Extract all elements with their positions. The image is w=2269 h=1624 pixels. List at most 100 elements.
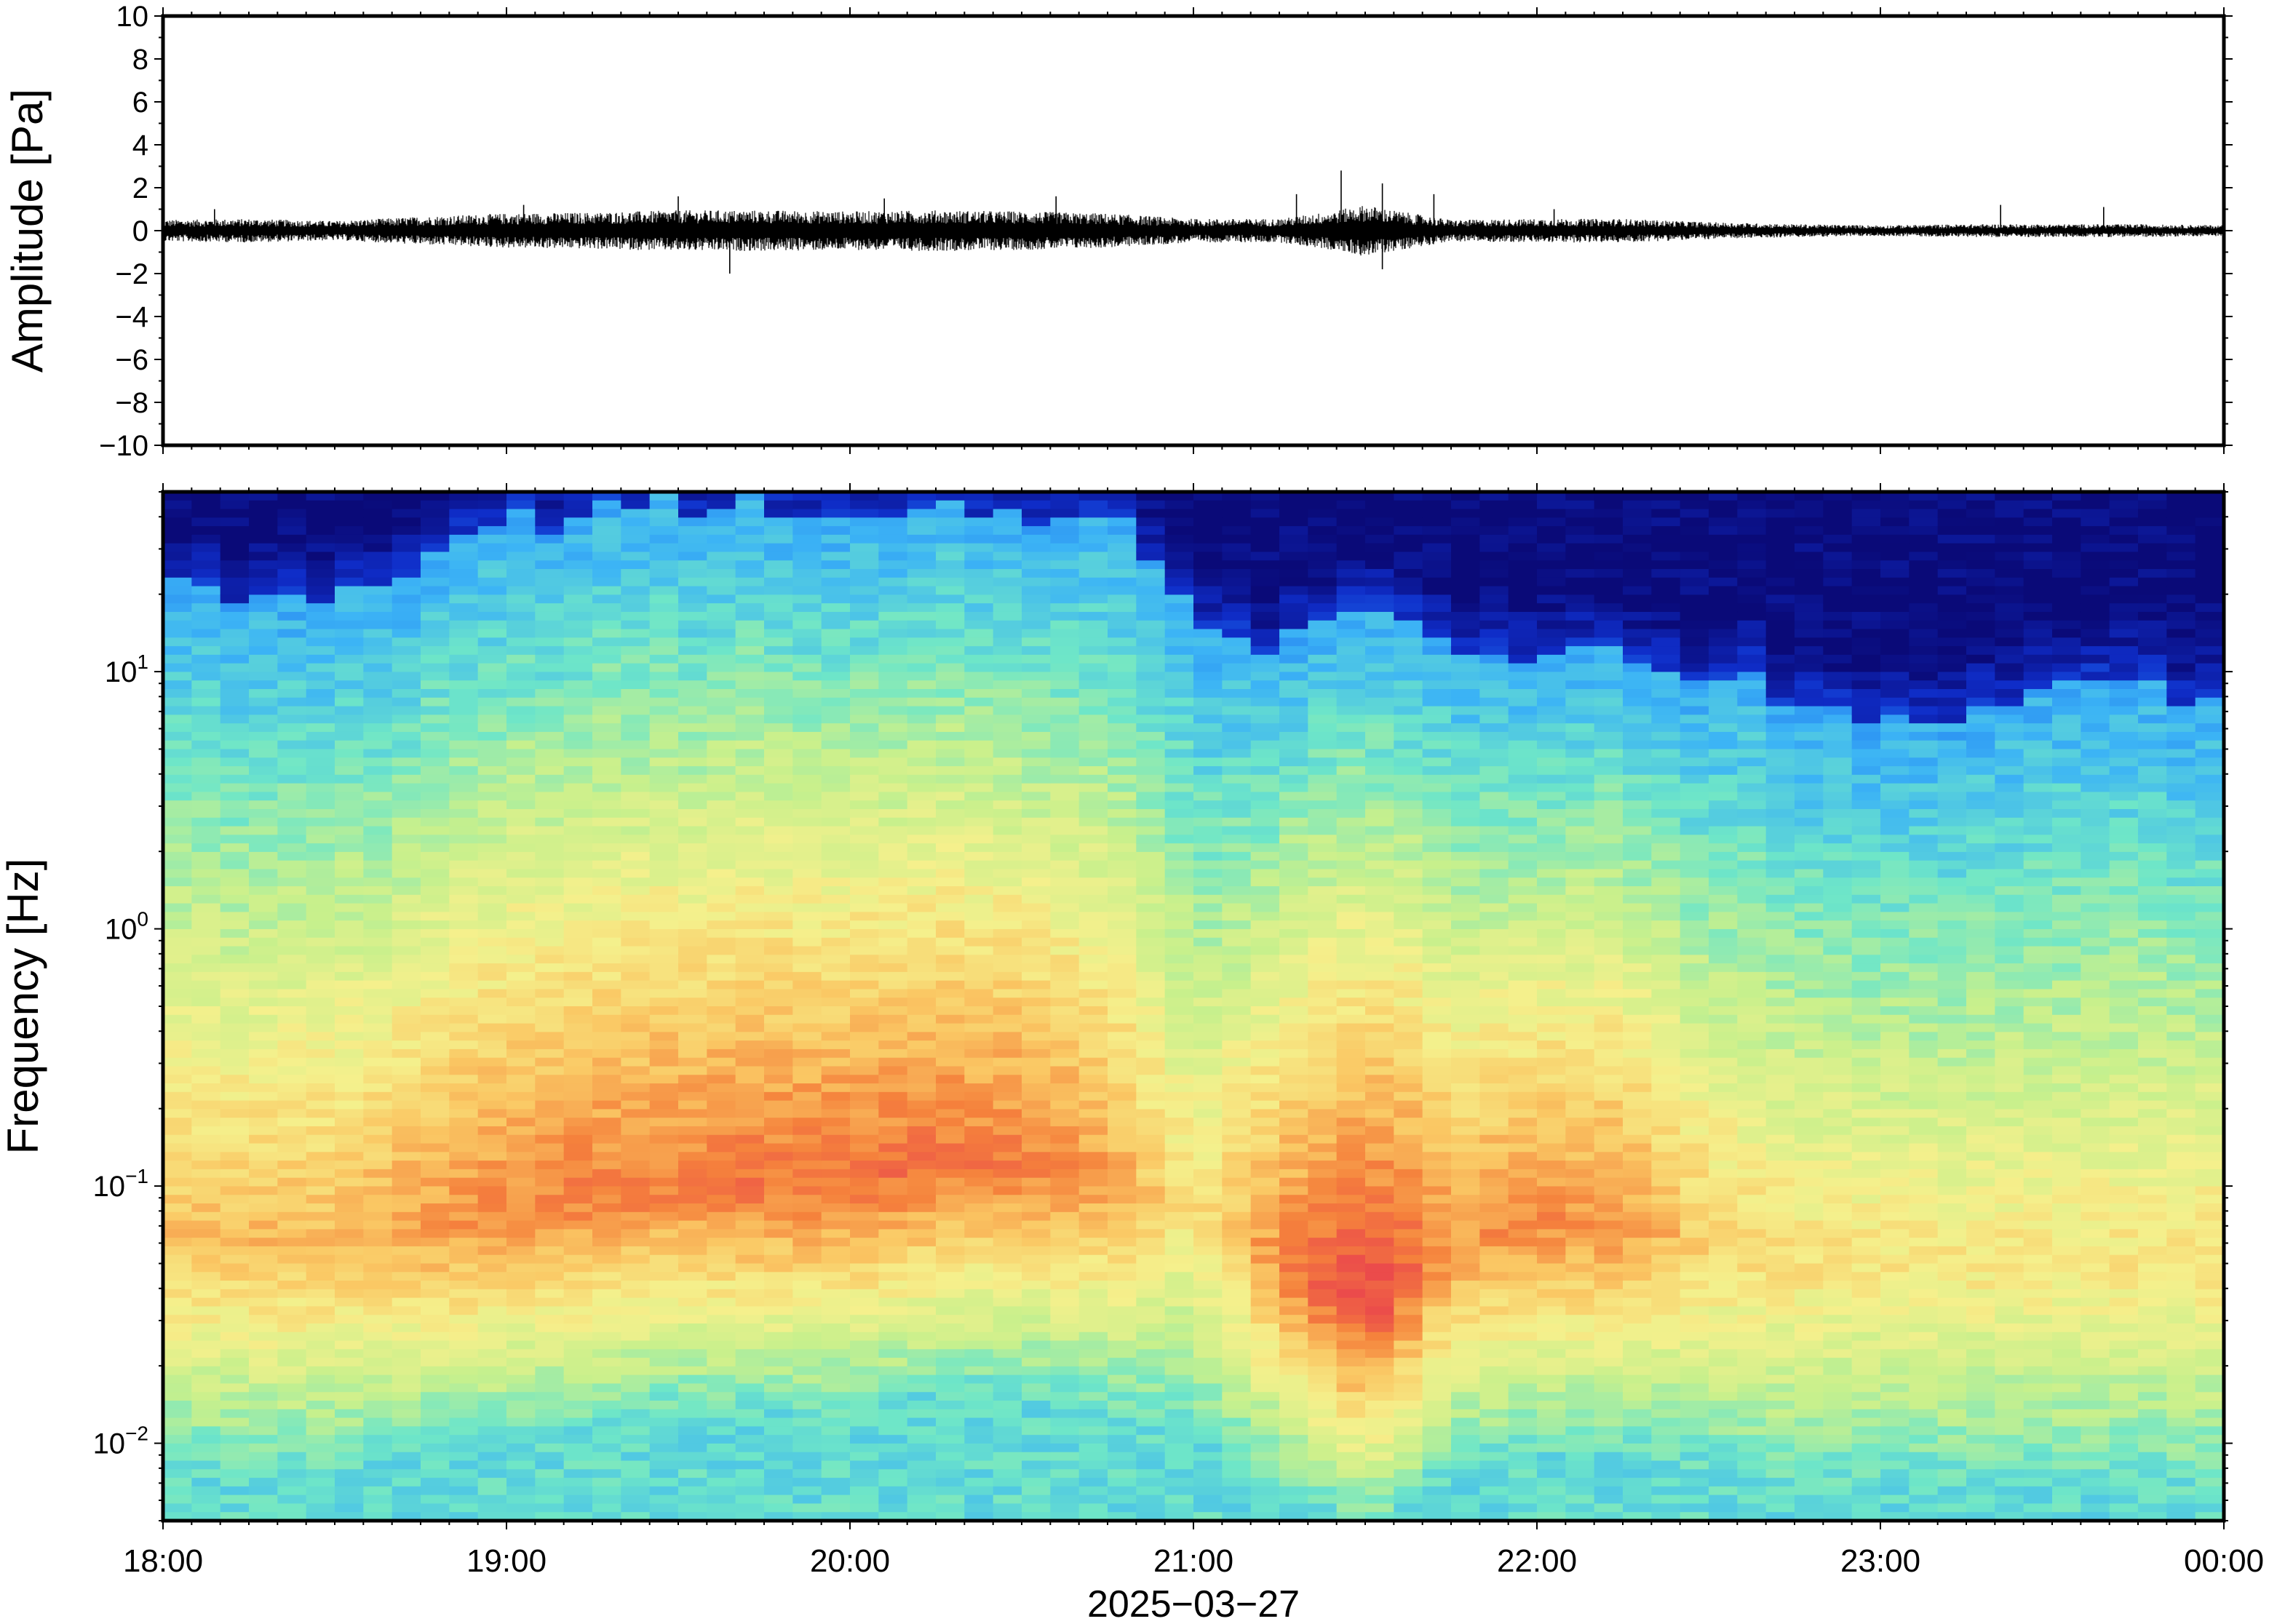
spectrogram-cell	[191, 869, 221, 878]
spectrogram-cell	[621, 715, 651, 724]
spectrogram-cell	[1136, 757, 1166, 767]
spectrogram-cell	[1022, 1289, 1051, 1299]
spectrogram-cell	[1279, 1220, 1308, 1230]
spectrogram-cell	[306, 1315, 335, 1324]
spectrogram-cell	[850, 877, 879, 887]
spectrogram-cell	[878, 1503, 908, 1513]
spectrogram-cell	[535, 1048, 565, 1059]
spectrogram-cell	[792, 1169, 822, 1179]
spectrogram-cell	[907, 1426, 937, 1436]
spectrogram-cell	[993, 792, 1022, 801]
spectrogram-cell	[1050, 1392, 1080, 1401]
spectrogram-cell	[191, 937, 221, 947]
spectrogram-cell	[421, 1066, 450, 1075]
spectrogram-cell	[1108, 697, 1137, 707]
spectrogram-cell	[563, 1374, 593, 1385]
spectrogram-cell	[1050, 1306, 1080, 1315]
spectrogram-cell	[707, 869, 736, 878]
spectrogram-cell	[392, 903, 421, 912]
spectrogram-cell	[936, 654, 965, 664]
spectrogram-cell	[1250, 757, 1280, 767]
spectrogram-cell	[363, 989, 393, 998]
spectrogram-cell	[1078, 646, 1108, 656]
spectrogram-cell	[592, 1512, 621, 1521]
spectrogram-cell	[449, 920, 479, 930]
spectrogram-cell	[707, 1503, 736, 1513]
spectrogram-cell	[1193, 1281, 1223, 1290]
spectrogram-cell	[1050, 1169, 1080, 1179]
spectrogram-cell	[735, 509, 765, 518]
spectrogram-cell	[964, 492, 994, 501]
spectrogram-cell	[1222, 851, 1252, 861]
spectrogram-cell	[563, 552, 593, 561]
spectrogram-cell	[1279, 749, 1308, 758]
spectrogram-cell	[477, 1460, 507, 1470]
spectrogram-cell	[993, 1486, 1022, 1496]
spectrogram-cell	[1222, 903, 1252, 912]
spectrogram-cell	[592, 706, 621, 715]
spectrogram-cell	[1222, 586, 1252, 595]
spectrogram-cell	[506, 1494, 536, 1505]
spectrogram-cell	[936, 1048, 965, 1059]
spectrogram-cell	[1222, 1152, 1252, 1161]
spectrogram-cell	[1250, 663, 1280, 673]
spectrogram-cell	[1164, 1332, 1194, 1342]
spectrogram-cell	[707, 766, 736, 776]
spectrogram-cell	[993, 1254, 1022, 1265]
spectrogram-cell	[678, 1186, 707, 1195]
spectrogram-cell	[1050, 1100, 1080, 1110]
spectrogram-cell	[163, 1006, 192, 1016]
spectrogram-cell	[535, 1177, 565, 1187]
spectrogram-cell	[306, 980, 335, 990]
spectrogram-cell	[850, 937, 879, 947]
spectrogram-cell	[1193, 715, 1223, 724]
spectrogram-cell	[1108, 1281, 1137, 1290]
spectrogram-cell	[449, 817, 479, 827]
spectrogram-cell	[678, 1229, 707, 1238]
spectrogram-cell	[191, 843, 221, 853]
spectrogram-cell	[191, 1417, 221, 1427]
spectrogram-cell	[306, 1503, 335, 1513]
spectrogram-cell	[277, 731, 307, 741]
spectrogram-cell	[163, 869, 192, 878]
spectrogram-cell	[1050, 946, 1080, 955]
spectrogram-cell	[1022, 1503, 1051, 1513]
spectrogram-cell	[592, 500, 621, 510]
spectrogram-cell	[191, 1254, 221, 1265]
spectrogram-cell	[592, 1229, 621, 1238]
spectrogram-cell	[649, 808, 679, 819]
spectrogram-cell	[1250, 783, 1280, 793]
spectrogram-cell	[1250, 1066, 1280, 1075]
spectrogram-cell	[249, 1048, 278, 1059]
spectrogram-cell	[363, 980, 393, 990]
spectrogram-cell	[792, 1281, 822, 1290]
spectrogram-cell	[449, 731, 479, 741]
spectrogram-cell	[735, 569, 765, 578]
spectrogram-cell	[907, 774, 937, 784]
spectrogram-cell	[735, 903, 765, 912]
spectrogram-cell	[1078, 1177, 1108, 1187]
spectrogram-cell	[363, 1057, 393, 1067]
spectrogram-cell	[421, 860, 450, 870]
spectrogram-cell	[249, 928, 278, 939]
spectrogram-cell	[392, 894, 421, 904]
spectrogram-cell	[163, 1254, 192, 1265]
spectrogram-cell	[707, 552, 736, 561]
spectrogram-cell	[249, 980, 278, 990]
spectrogram-cell	[1022, 723, 1051, 733]
spectrogram-cell	[678, 903, 707, 912]
spectrogram-cell	[707, 1374, 736, 1385]
spectrogram-cell	[936, 629, 965, 638]
spectrogram-cell	[936, 1374, 965, 1385]
spectrogram-cell	[964, 654, 994, 664]
spectrogram-cell	[220, 1289, 250, 1299]
spectrogram-cell	[1078, 1263, 1108, 1273]
spectrogram-cell	[277, 492, 307, 501]
spectrogram-cell	[335, 492, 364, 501]
spectrogram-cell	[1108, 946, 1137, 955]
spectrogram-cell	[563, 1126, 593, 1136]
spectrogram-cell	[878, 492, 908, 501]
spectrogram-cell	[363, 1006, 393, 1016]
spectrogram-cell	[363, 1152, 393, 1161]
spectrogram-cell	[878, 646, 908, 656]
